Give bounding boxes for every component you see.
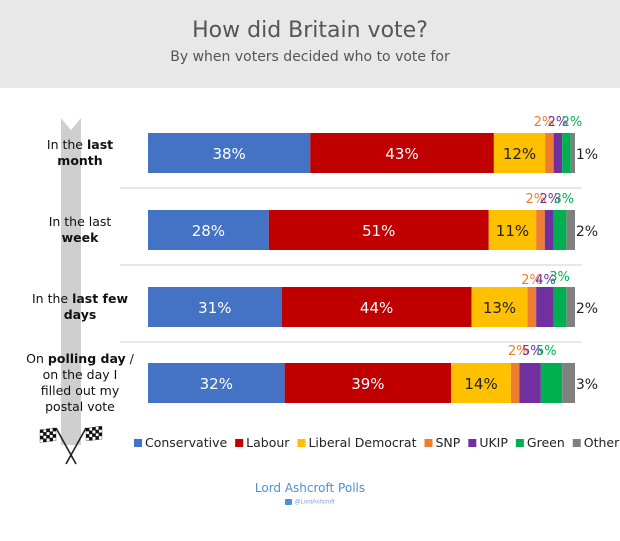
legend-item: Conservative — [145, 435, 227, 450]
data-label: 2% — [576, 224, 598, 240]
chequered-flags-icon — [39, 426, 103, 465]
legend-item: Green — [527, 435, 565, 450]
data-label: 2% — [548, 115, 569, 130]
gridlines — [120, 187, 582, 343]
category-label: week — [62, 230, 100, 245]
legend-swatch — [515, 439, 524, 447]
category-label: filled out my — [41, 383, 120, 398]
bar-segment — [451, 363, 511, 403]
source-credit: Lord Ashcroft Polls — [254, 481, 366, 495]
chart-subtitle: By when voters decided who to vote for — [170, 49, 450, 65]
chart-title: How did Britain vote? — [192, 18, 428, 43]
category-label: On polling day / — [26, 351, 134, 366]
data-label: 11% — [496, 222, 529, 240]
bar-segment — [310, 133, 494, 173]
twitter-handle-row: @LordAshcroft — [0, 499, 620, 506]
data-label: 2% — [526, 192, 547, 207]
bar-segment — [471, 287, 528, 327]
data-label: 32% — [200, 375, 233, 393]
bar-segment — [536, 287, 554, 327]
legend-swatch — [424, 439, 433, 447]
data-label: 5% — [522, 344, 543, 359]
legend-swatch — [468, 439, 477, 447]
timeline-arrow-notch — [61, 118, 81, 130]
bar-segment — [281, 287, 472, 327]
bar-segment — [570, 133, 575, 173]
bar-segment — [488, 210, 537, 250]
data-label: 39% — [351, 375, 384, 393]
bar-segment — [519, 363, 541, 403]
header-band — [0, 0, 620, 88]
data-label: 4% — [535, 273, 556, 288]
bar-segment — [536, 210, 545, 250]
data-label: 44% — [360, 299, 393, 317]
data-label: 2% — [508, 344, 529, 359]
bar-segment — [540, 363, 563, 403]
data-label: 2% — [521, 273, 542, 288]
timeline-arrow-notch-cut — [61, 118, 81, 130]
legend: Conservative Labour Liberal Democrat SNP UKI… — [134, 435, 620, 450]
data-label: 43% — [385, 145, 418, 163]
data-label: 2% — [562, 115, 583, 130]
bar-segment — [148, 363, 285, 403]
bar-segment — [148, 210, 269, 250]
data-label: 51% — [362, 222, 395, 240]
bar-segment — [553, 133, 563, 173]
legend-swatch — [572, 439, 581, 447]
data-label: 2% — [534, 115, 555, 130]
bar-segment — [148, 287, 282, 327]
category-label: In the last — [47, 137, 113, 152]
bar-segment — [148, 133, 311, 173]
data-label: 1% — [576, 147, 598, 163]
category-label: on the day I — [43, 367, 118, 382]
bar-segment — [553, 210, 567, 250]
data-label: 3% — [549, 270, 570, 285]
bars — [148, 133, 575, 403]
data-label: 12% — [503, 145, 536, 163]
bar-segment — [493, 133, 546, 173]
twitter-handle: @LordAshcroft — [294, 499, 335, 506]
legend-item: SNP — [435, 435, 460, 450]
data-label: 3% — [554, 192, 575, 207]
twitter-icon — [285, 499, 293, 505]
data-label: 31% — [198, 299, 231, 317]
bar-segment — [527, 287, 537, 327]
bar-segment — [545, 133, 554, 173]
bar-segment — [553, 287, 567, 327]
legend-swatch — [235, 439, 244, 447]
bar-segment — [562, 363, 575, 403]
category-label: days — [64, 307, 97, 322]
category-label: In the last few — [32, 291, 128, 306]
legend-swatch — [297, 439, 306, 447]
bar-segment — [544, 210, 554, 250]
category-label: postal vote — [45, 399, 115, 414]
data-label: 3% — [576, 377, 598, 393]
data-label: 2% — [540, 192, 561, 207]
legend-swatch — [134, 439, 142, 447]
legend-item: Other — [584, 435, 620, 450]
data-label: 14% — [464, 375, 497, 393]
data-label: 2% — [576, 301, 598, 317]
bar-segment — [510, 363, 520, 403]
data-label: 5% — [536, 344, 557, 359]
timeline-arrow — [61, 118, 81, 445]
legend-item: Labour — [246, 435, 290, 450]
legend-item: UKIP — [479, 435, 508, 450]
category-label: month — [57, 153, 102, 168]
category-label: In the last — [49, 214, 112, 229]
bar-segment — [562, 133, 571, 173]
legend-item: Liberal Democrat — [308, 435, 416, 450]
bar-segment — [566, 287, 575, 327]
bar-segment — [284, 363, 452, 403]
data-label: 28% — [192, 222, 225, 240]
timeline-arrow-shape — [61, 130, 81, 445]
data-label: 38% — [212, 145, 245, 163]
bar-segment — [268, 210, 489, 250]
bar-segment — [566, 210, 575, 250]
data-labels: 38% 43% 12%2%2%2%1%28% 51% 11%2%2%3%2%31% 44%… — [192, 115, 598, 393]
data-label: 13% — [483, 299, 516, 317]
